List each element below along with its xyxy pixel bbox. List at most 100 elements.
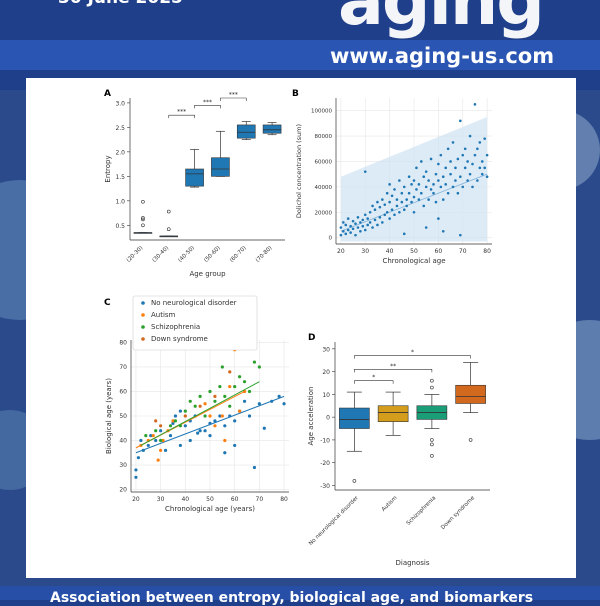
data-point [459,233,462,237]
x-tick-label: 50 [206,496,214,503]
outlier-point [430,442,434,447]
data-point [346,217,350,220]
data-point [257,365,261,369]
data-point [218,414,222,418]
data-point [173,419,178,423]
data-point [434,172,438,176]
data-point [480,172,484,176]
data-point [220,414,224,418]
legend-label: Schizophrenia [151,323,200,331]
data-point [349,224,352,228]
data-point [402,185,406,189]
outlier-point [352,479,357,483]
data-point [223,394,227,398]
data-point [198,404,202,408]
y-tick-label: 70 [119,364,127,371]
data-point [282,402,286,406]
data-point [203,402,207,406]
chart-a-entropy-by-age-group: 0.5 1.0 1.5 2.0 2.5 3.0 (20-30) (30-40) (40-50) (… [104,92,285,278]
x-axis-label: Chronological age (years) [165,505,255,513]
data-point [434,200,438,204]
data-point [376,223,379,227]
y-tick-label: 1.0 [115,198,125,205]
data-point [351,227,355,231]
data-point [432,183,435,186]
data-point [203,414,207,418]
significance-label: * [411,349,414,356]
y-tick-label: 0 [329,236,333,242]
data-point [223,451,227,455]
panel-label-b: B [292,89,299,99]
data-point [471,162,474,166]
data-point [228,370,232,374]
data-point [398,210,401,214]
data-point [422,204,426,208]
data-point [159,424,163,428]
data-point [213,424,217,428]
chart-c-biological-vs-chronological-age: 20 30 40 50 60 70 80 20 30 40 50 60 70 80 Chronologica… [105,295,289,513]
data-point [173,414,178,418]
data-point [427,179,430,182]
data-point [439,153,443,157]
y-tick-label: 10 [322,392,330,399]
data-point [208,389,212,394]
data-point [483,137,486,140]
panel-label-c: C [104,298,111,308]
data-point [446,191,450,195]
x-tick-label: 30 [361,248,369,255]
data-point [441,198,445,201]
data-point [456,191,460,195]
box [211,157,230,177]
significance-label: *** [203,99,212,106]
legend-marker [141,313,145,317]
data-point [451,141,455,144]
data-point [238,375,242,379]
data-point [478,166,482,170]
y-tick-label: -10 [320,437,330,444]
data-point [223,424,227,428]
data-point [427,198,430,201]
data-point [429,157,433,161]
x-tick-label: Schizophrenia [406,495,438,527]
x-tick-label: 80 [280,496,288,503]
box [236,124,256,139]
outlier-point [141,200,145,204]
significance-label: * [372,374,375,381]
data-point [351,219,355,223]
data-point [188,399,192,403]
y-tick-label: 80000 [315,134,333,140]
data-point [247,414,252,418]
outlier-point [141,217,145,222]
data-point [420,160,423,163]
outlier-point [430,438,434,442]
data-point [344,232,348,236]
data-point [349,231,352,234]
data-point [480,160,484,163]
data-point [393,188,396,191]
data-point [228,384,232,389]
y-tick-label: 1.5 [115,174,125,181]
data-point [188,438,192,443]
data-point [483,166,486,170]
data-point [198,429,202,433]
y-axis-label: Biological age (years) [105,378,113,454]
data-point [346,228,350,232]
data-point [444,166,447,170]
data-point [459,175,462,179]
data-point [242,380,247,384]
data-point [183,414,187,418]
data-point [366,223,369,227]
data-point [366,217,369,220]
x-tick-label: Down syndrome [440,495,476,531]
data-point [400,200,404,204]
significance-bracket [354,355,471,359]
data-point [485,175,489,179]
chart-d-age-acceleration-by-diagnosis: -30 -20 -10 0 10 20 30 No neurological disorder… [307,342,490,567]
data-point [415,166,418,170]
data-point [193,404,197,408]
y-tick-label: 60 [119,388,127,395]
journal-url[interactable]: www.aging-us.com [330,44,555,68]
data-point [342,221,345,224]
data-point [407,175,411,179]
data-point [151,434,155,438]
